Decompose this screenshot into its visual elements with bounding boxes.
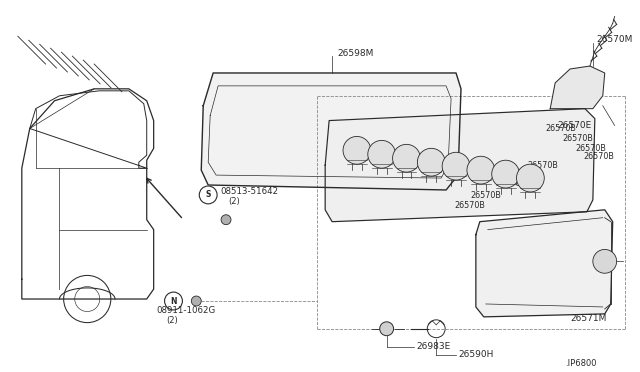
Circle shape <box>380 322 394 336</box>
Text: 26570B: 26570B <box>583 152 614 161</box>
Text: (2): (2) <box>166 316 179 326</box>
Text: 26570B: 26570B <box>575 144 606 153</box>
Text: S: S <box>205 190 211 199</box>
Circle shape <box>492 160 520 188</box>
Polygon shape <box>476 210 612 317</box>
Circle shape <box>221 215 231 225</box>
Circle shape <box>368 140 396 168</box>
Text: 26570M: 26570M <box>597 35 633 44</box>
Text: N: N <box>170 296 177 305</box>
Text: 26570B: 26570B <box>527 161 558 170</box>
Text: 08513-51642: 08513-51642 <box>220 187 278 196</box>
Circle shape <box>392 144 420 172</box>
Circle shape <box>467 156 495 184</box>
Circle shape <box>516 164 544 192</box>
Circle shape <box>442 152 470 180</box>
Text: 26570B: 26570B <box>496 179 527 187</box>
Text: 26570B: 26570B <box>454 201 485 210</box>
Circle shape <box>593 250 617 273</box>
Text: 26598M: 26598M <box>337 49 374 58</box>
Circle shape <box>191 296 201 306</box>
Polygon shape <box>550 66 605 109</box>
Circle shape <box>417 148 445 176</box>
Text: .IP6800: .IP6800 <box>565 359 596 368</box>
Polygon shape <box>201 73 461 190</box>
Text: 26983E: 26983E <box>417 342 451 351</box>
Text: (2): (2) <box>228 198 240 206</box>
Text: 26570E: 26570E <box>557 121 591 130</box>
Text: 08911-1062G: 08911-1062G <box>157 307 216 315</box>
Text: 26570B: 26570B <box>562 134 593 143</box>
Text: 26570B: 26570B <box>470 192 500 201</box>
Polygon shape <box>325 109 595 222</box>
Text: 26590H: 26590H <box>458 350 493 359</box>
Text: 26571M: 26571M <box>570 314 607 323</box>
Text: 26570B: 26570B <box>545 124 576 133</box>
Circle shape <box>343 137 371 164</box>
